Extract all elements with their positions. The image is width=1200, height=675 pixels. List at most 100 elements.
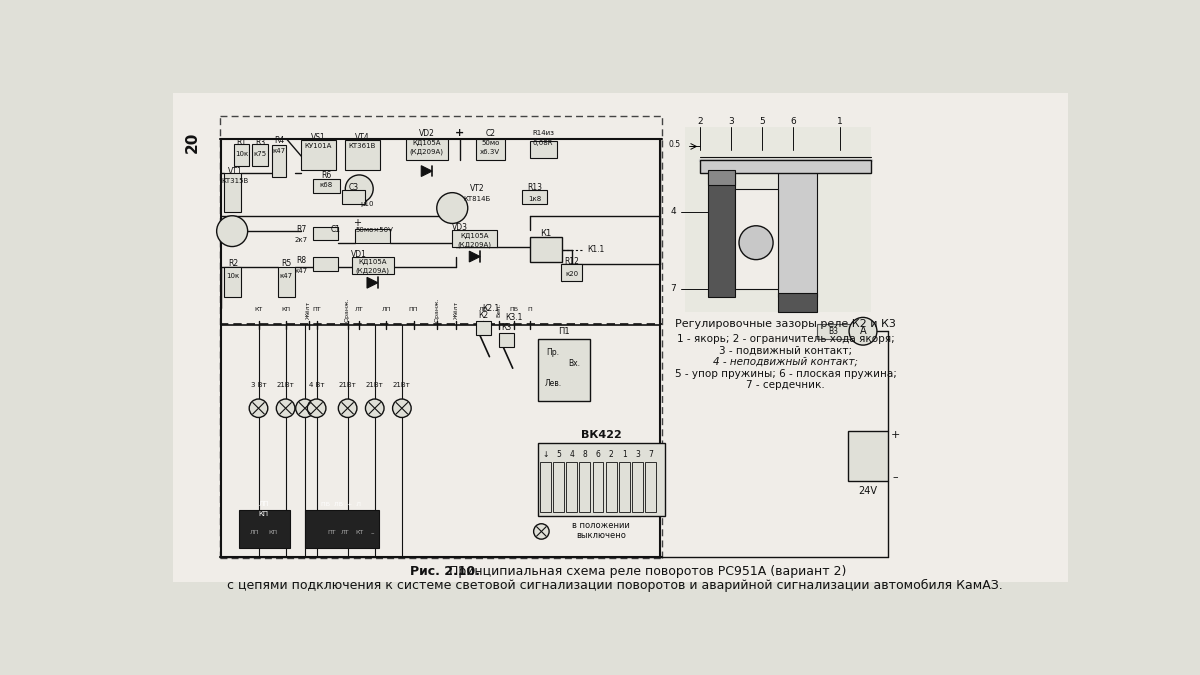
- Text: КТ361В: КТ361В: [349, 144, 376, 149]
- Text: 5: 5: [760, 117, 766, 126]
- Bar: [522, 190, 547, 205]
- Bar: [847, 431, 888, 481]
- Bar: [305, 510, 379, 548]
- Circle shape: [850, 317, 877, 345]
- Circle shape: [437, 192, 468, 223]
- Circle shape: [250, 399, 268, 418]
- Text: КТ315В: КТ315В: [222, 178, 248, 184]
- Text: 1: 1: [836, 117, 842, 126]
- Bar: [342, 190, 366, 205]
- Circle shape: [217, 216, 247, 246]
- Text: –: –: [371, 530, 374, 536]
- Bar: [529, 141, 557, 158]
- Bar: [475, 139, 505, 160]
- Text: 0,08R: 0,08R: [533, 140, 553, 146]
- Text: VS1: VS1: [311, 133, 325, 142]
- Text: ЛП: ЛП: [259, 502, 269, 508]
- Bar: [529, 238, 563, 262]
- Text: 10к: 10к: [227, 273, 240, 279]
- Bar: [540, 462, 551, 512]
- Text: (КД209А): (КД209А): [409, 148, 444, 155]
- Text: КД105А: КД105А: [358, 259, 386, 265]
- Text: Принципиальная схема реле поворотов РС951А (вариант 2): Принципиальная схема реле поворотов РС95…: [445, 565, 847, 578]
- Bar: [301, 140, 336, 169]
- Circle shape: [366, 399, 384, 418]
- Text: 50мо: 50мо: [481, 140, 499, 146]
- Text: Пр.: Пр.: [546, 348, 559, 357]
- Circle shape: [346, 175, 373, 202]
- Text: к75: к75: [253, 151, 266, 157]
- Text: VD3: VD3: [452, 223, 468, 232]
- Text: 21Вт: 21Вт: [394, 382, 410, 388]
- Text: 24V: 24V: [858, 485, 877, 495]
- Text: КП: КП: [268, 531, 277, 535]
- Bar: [778, 293, 816, 312]
- Text: 7 - сердечник.: 7 - сердечник.: [746, 380, 824, 390]
- Bar: [580, 462, 590, 512]
- Bar: [346, 140, 380, 169]
- Text: к47: к47: [280, 273, 293, 279]
- Text: ЛТ: ЛТ: [341, 531, 349, 535]
- Text: Жёлт: Жёлт: [306, 300, 311, 319]
- Text: ПТ: ПТ: [328, 531, 336, 535]
- Bar: [223, 173, 241, 212]
- Bar: [406, 139, 449, 160]
- Text: ПП: ПП: [409, 307, 419, 313]
- Text: 0.5: 0.5: [668, 140, 680, 148]
- Circle shape: [276, 399, 295, 418]
- Text: μ10: μ10: [360, 201, 373, 207]
- Text: –: –: [893, 472, 899, 483]
- Text: R6: R6: [320, 171, 331, 180]
- Text: 3 Вт: 3 Вт: [251, 382, 266, 388]
- Text: К2: К2: [478, 311, 488, 321]
- Text: VD2: VD2: [419, 129, 434, 138]
- Text: ПТ: ПТ: [312, 307, 320, 313]
- Text: ПБ  ЛБ  +  Л: ПБ ЛБ + Л: [322, 502, 361, 507]
- Text: с цепями подключения к системе световой сигнализации поворотов и аварийной сигна: с цепями подключения к системе световой …: [227, 578, 1003, 592]
- Text: КТ814Б: КТ814Б: [463, 196, 491, 202]
- Text: в положении: в положении: [572, 521, 630, 530]
- Text: В3: В3: [828, 327, 839, 335]
- Circle shape: [739, 225, 773, 260]
- Text: 6: 6: [595, 450, 600, 459]
- Bar: [778, 169, 816, 296]
- Bar: [313, 179, 340, 192]
- Text: К3.1: К3.1: [505, 313, 523, 322]
- Text: КП: КП: [259, 511, 269, 517]
- Text: 1 - якорь; 2 - ограничитель хода якоря;: 1 - якорь; 2 - ограничитель хода якоря;: [677, 334, 894, 344]
- Bar: [632, 462, 643, 512]
- Text: 21Вт: 21Вт: [277, 382, 294, 388]
- Text: R1: R1: [236, 138, 246, 147]
- Bar: [736, 189, 778, 289]
- Text: 2к7: 2к7: [294, 238, 307, 244]
- Text: А: А: [859, 326, 866, 336]
- Bar: [566, 462, 577, 512]
- Text: R8: R8: [296, 256, 306, 265]
- Text: +: +: [455, 128, 464, 138]
- Circle shape: [338, 399, 356, 418]
- Text: ЛБ: ЛБ: [479, 307, 487, 313]
- Bar: [355, 229, 390, 243]
- Text: R2: R2: [228, 259, 238, 268]
- Text: R14из: R14из: [532, 130, 554, 136]
- Text: R13: R13: [527, 183, 542, 192]
- Bar: [272, 145, 287, 178]
- Bar: [708, 169, 736, 185]
- Bar: [352, 256, 394, 273]
- Bar: [234, 144, 250, 165]
- Text: 1к8: 1к8: [528, 196, 541, 202]
- Text: 21Вт: 21Вт: [366, 382, 384, 388]
- Text: R3: R3: [254, 138, 265, 147]
- Text: Оранж.: Оранж.: [346, 298, 350, 322]
- Polygon shape: [469, 251, 480, 262]
- Text: Вх.: Вх.: [569, 359, 581, 368]
- Text: 2: 2: [697, 117, 703, 126]
- Polygon shape: [367, 277, 378, 288]
- Text: КД105А: КД105А: [413, 140, 440, 146]
- Text: КУ101А: КУ101А: [305, 144, 332, 149]
- Text: КТ: КТ: [254, 307, 263, 313]
- Text: К3: К3: [502, 323, 511, 332]
- Text: 4 - неподвижный контакт;: 4 - неподвижный контакт;: [713, 357, 858, 367]
- Text: 3 - подвижный контакт;: 3 - подвижный контакт;: [719, 346, 852, 356]
- Text: 50мо×50V: 50мо×50V: [356, 227, 394, 233]
